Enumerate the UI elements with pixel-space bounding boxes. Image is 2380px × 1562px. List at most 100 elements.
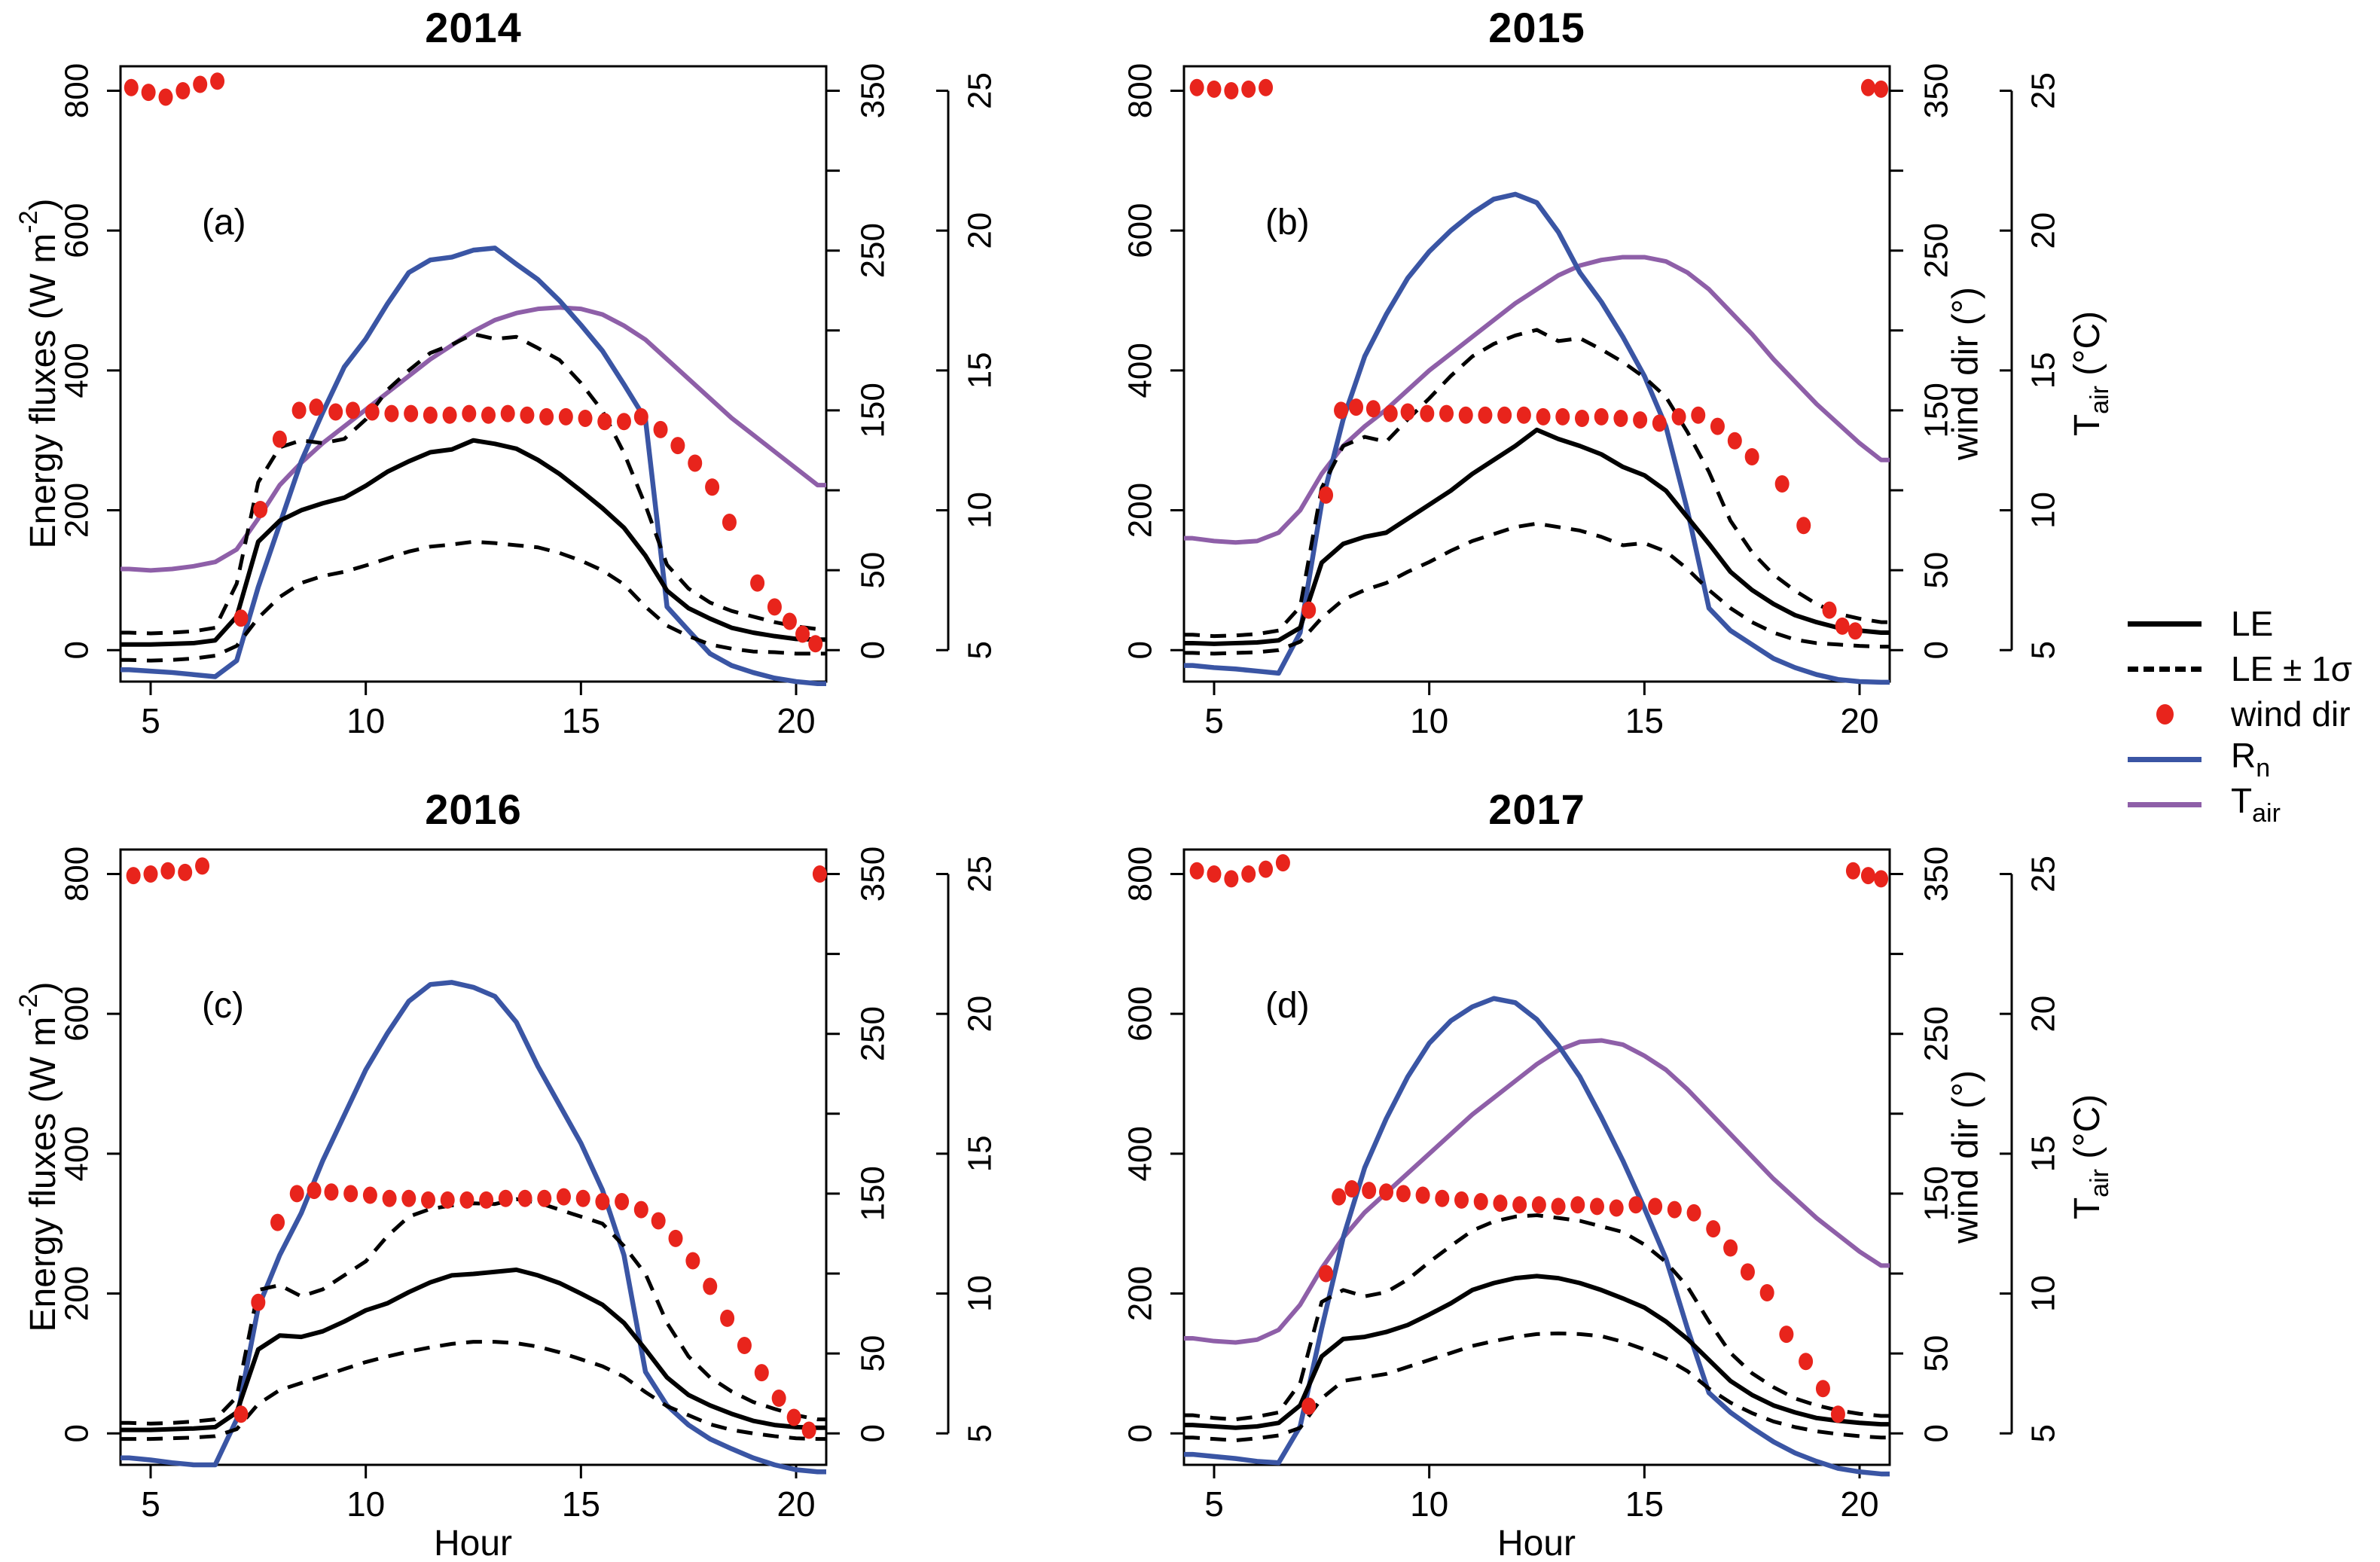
legend-label-le-sigma: LE ± 1σ xyxy=(2231,649,2353,688)
x-tick-label: 15 xyxy=(1625,701,1664,740)
wind-dir-dot xyxy=(767,598,782,616)
wind-dir-dot xyxy=(1400,403,1415,421)
le-upper-dashed-line xyxy=(121,1197,826,1426)
wind-dir-dot xyxy=(1759,1283,1774,1301)
panel-b-letter: (b) xyxy=(1265,203,1310,243)
le-lower-dashed-line xyxy=(121,1340,826,1441)
wind-dir-dot xyxy=(786,1408,801,1426)
wind-tick-label: 150 xyxy=(855,383,892,438)
wind-dir-dot xyxy=(705,478,720,496)
wind-dir-dot xyxy=(1344,1180,1359,1198)
wind-tick-label: 150 xyxy=(1918,383,1955,438)
wind-dir-dot xyxy=(1435,1189,1450,1207)
wind-dir-dot xyxy=(401,1189,416,1207)
le-lower-dashed-line xyxy=(1184,1331,1890,1443)
wind-dir-dot xyxy=(324,1183,339,1201)
tair-tick-label: 20 xyxy=(962,996,999,1033)
wind-dir-dot xyxy=(578,410,593,428)
wind-tick-label: 250 xyxy=(855,1006,892,1061)
wind-dir-dot xyxy=(500,404,515,423)
wind-dir-dot xyxy=(481,406,496,424)
x-tick-label: 20 xyxy=(777,1484,815,1524)
x-tick-label: 20 xyxy=(777,701,815,740)
wind-dir-dot xyxy=(1259,78,1274,96)
panel-d-title: 2017 xyxy=(1488,786,1585,833)
panel-c-letter: (c) xyxy=(202,986,244,1026)
wind-dir-dot xyxy=(615,1193,630,1211)
le-upper-dashed-line xyxy=(1184,1213,1890,1422)
wind-dir-dot xyxy=(1710,417,1725,435)
wind-dir-dot xyxy=(124,78,139,96)
wind-dir-dot xyxy=(1259,860,1274,878)
wind-dir-dot xyxy=(1275,854,1290,872)
tair-tick-label: 20 xyxy=(2025,212,2062,249)
legend-item-wind-dir: wind dir xyxy=(2127,691,2352,737)
energy-tick-label: 800 xyxy=(1122,847,1159,902)
wind-tick-label: 0 xyxy=(1918,1424,1955,1442)
wind-dir-dot xyxy=(1241,865,1256,883)
wind-dir-dot xyxy=(1848,622,1863,640)
wind-dir-dot xyxy=(253,500,268,518)
wind-dir-dot xyxy=(812,865,827,883)
rn-line-icon xyxy=(2127,756,2202,762)
wind-dir-dot xyxy=(1706,1220,1721,1238)
wind-dir-dot xyxy=(442,406,457,424)
rn-line xyxy=(1184,996,1890,1477)
wind-tick-label: 0 xyxy=(855,1424,892,1442)
wind-dir-dot xyxy=(1613,410,1628,428)
le-sigma-dashed-line-icon xyxy=(2127,666,2202,672)
wind-dir-dot xyxy=(1189,862,1204,880)
panel-a-title: 2014 xyxy=(425,4,522,51)
x-tick-label: 20 xyxy=(1840,701,1878,740)
plot-box xyxy=(119,65,828,683)
wind-dir-dot xyxy=(1383,404,1398,423)
wind-dir-dot xyxy=(1633,411,1648,429)
wind-dir-dot xyxy=(754,1364,769,1382)
energy-tick-label: 600 xyxy=(59,203,96,258)
wind-dir-dot xyxy=(289,1185,304,1203)
panel-d-letter: (d) xyxy=(1265,986,1310,1026)
x-tick-label: 5 xyxy=(1204,701,1224,740)
le-upper-dashed-line xyxy=(1184,328,1890,639)
wind-dir-dot xyxy=(365,403,380,421)
wind-dir-dot xyxy=(1628,1196,1643,1214)
wind-dir-dot xyxy=(1860,867,1875,885)
wind-dir-dot xyxy=(1686,1204,1701,1222)
wind-dir-dot xyxy=(1648,1197,1663,1216)
plot-box xyxy=(1182,65,1891,683)
wind-tick-label: 350 xyxy=(1918,847,1955,902)
x-tick-label: 15 xyxy=(562,701,600,740)
wind-dir-dot xyxy=(1516,406,1531,424)
wind-dir-dot xyxy=(801,1421,816,1439)
wind-dir-dot xyxy=(737,1337,752,1355)
plot-box xyxy=(1182,848,1891,1466)
wind-dir-dot xyxy=(1845,862,1860,880)
x-tick-label: 5 xyxy=(141,1484,160,1524)
wind-dir-dot xyxy=(595,1193,610,1211)
wind-dir-dot xyxy=(362,1186,377,1204)
wind-dir-dot xyxy=(1473,1193,1488,1211)
wind-dir-dot xyxy=(421,1191,436,1209)
wind-dir-dot xyxy=(160,862,175,880)
le-line xyxy=(1184,1274,1890,1430)
tair-tick-label: 5 xyxy=(2025,641,2062,659)
wind-dir-dots xyxy=(1189,78,1889,640)
energy-tick-label: 800 xyxy=(1122,63,1159,118)
energy-tick-label: 200 xyxy=(1122,1266,1159,1321)
panel-b-title: 2015 xyxy=(1488,4,1585,51)
energy-tick-label: 0 xyxy=(59,1424,96,1442)
wind-dir-dot xyxy=(575,1189,590,1207)
wind-dir-dot xyxy=(668,1229,683,1247)
tair-tick-label: 5 xyxy=(962,641,999,659)
wind-dir-dot xyxy=(1497,406,1512,424)
wind-dir-dots xyxy=(124,72,823,653)
wind-dir-dot xyxy=(462,404,477,423)
wind-dir-dot xyxy=(722,513,737,531)
wind-dir-dot xyxy=(143,865,158,883)
wind-dir-dot xyxy=(233,1405,249,1423)
tair-tick-label: 20 xyxy=(2025,996,2062,1033)
wind-dir-dot xyxy=(1224,870,1239,888)
legend-label-wind-dir: wind dir xyxy=(2231,694,2351,734)
wind-tick-label: 250 xyxy=(1918,223,1955,278)
